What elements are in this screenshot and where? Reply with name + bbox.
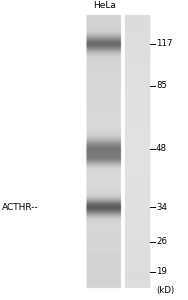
Text: 34: 34	[156, 202, 167, 211]
Text: 117: 117	[156, 39, 173, 48]
Text: ACTHR--: ACTHR--	[2, 202, 39, 211]
Text: 85: 85	[156, 81, 167, 90]
Text: 19: 19	[156, 267, 167, 276]
Text: 26: 26	[156, 237, 167, 246]
Text: 48: 48	[156, 144, 167, 153]
Text: (kD): (kD)	[156, 286, 174, 295]
Text: HeLa: HeLa	[93, 2, 116, 10]
